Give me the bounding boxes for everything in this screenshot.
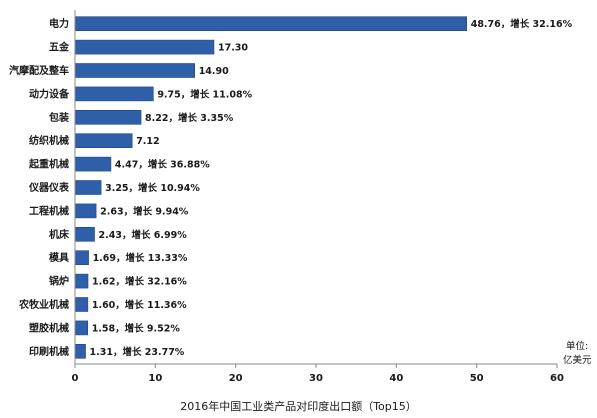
category-label: 农牧业机械: [18, 298, 69, 311]
category-label: 印刷机械: [29, 345, 69, 358]
bar: [74, 63, 195, 78]
category-label: 机床: [49, 228, 70, 241]
bar: [74, 203, 97, 219]
data-label: 2.43，增长 6.99%: [99, 229, 188, 241]
category-label: 塑胶机械: [29, 321, 69, 334]
category-label: 纺织机械: [29, 134, 69, 147]
category-label: 工程机械: [29, 204, 69, 217]
category-label: 起重机械: [28, 158, 69, 171]
bar: [74, 343, 86, 359]
bar: [74, 156, 112, 172]
data-label: 8.22，增长 3.35%: [145, 112, 234, 124]
data-label: 14.90: [199, 66, 229, 77]
bar: [74, 297, 89, 312]
bar: [74, 39, 215, 55]
data-label: 7.12: [136, 136, 159, 147]
data-label: 1.31，增长 23.77%: [90, 346, 185, 358]
x-axis: 0 10 20 30 40 50 60: [72, 10, 564, 384]
x-tick-label: 50: [470, 373, 484, 384]
bar: [74, 180, 102, 195]
bar: [74, 227, 95, 242]
data-label: 4.47，增长 36.88%: [115, 159, 210, 171]
data-label: 3.25，增长 10.94%: [105, 182, 200, 194]
x-tick-label: 30: [309, 373, 323, 384]
data-label: 17.30: [218, 43, 248, 54]
category-label: 锅炉: [49, 275, 69, 288]
data-label: 9.75，增长 11.08%: [157, 88, 252, 100]
x-tick-label: 40: [389, 373, 403, 384]
category-label: 模具: [49, 251, 69, 264]
category-label: 汽摩配及整车: [9, 64, 69, 77]
x-tick-label: 10: [148, 373, 162, 384]
x-tick-label: 20: [229, 373, 243, 384]
category-labels: 电力五金汽摩配及整车动力设备包装纺织机械起重机械仪器仪表工程机械机床模具锅炉农牧…: [9, 17, 70, 358]
chart-caption: 2016年中国工业类产品对印度出口额（Top15）: [180, 400, 417, 413]
bar: [74, 250, 89, 265]
data-label: 2.63，增长 9.94%: [100, 205, 189, 217]
bar: [74, 273, 89, 289]
bar: [74, 86, 154, 102]
category-label: 动力设备: [29, 87, 70, 100]
data-label: 1.62，增长 32.16%: [92, 276, 187, 288]
x-tick-label: 60: [550, 373, 564, 384]
category-label: 包装: [49, 111, 69, 124]
bar: [74, 16, 468, 32]
category-label: 电力: [49, 17, 69, 30]
bar: [74, 110, 142, 125]
category-label: 仪器仪表: [28, 181, 70, 194]
category-label: 五金: [49, 41, 70, 54]
bar: [74, 133, 133, 148]
data-label: 48.76，增长 32.16%: [471, 18, 573, 30]
bar: [74, 320, 88, 336]
unit-label-line1: 单位:: [566, 340, 588, 352]
unit-label-line2: 亿美元: [563, 354, 592, 366]
data-label: 1.69，增长 13.33%: [93, 252, 188, 264]
data-labels: 48.76，增长 32.16% 17.30 14.90 9.75，增长 11.08% 8…: [90, 18, 573, 358]
data-label: 1.60，增长 11.36%: [92, 299, 187, 311]
x-tick-label: 0: [72, 373, 79, 384]
data-label: 1.58，增长 9.52%: [92, 322, 181, 334]
